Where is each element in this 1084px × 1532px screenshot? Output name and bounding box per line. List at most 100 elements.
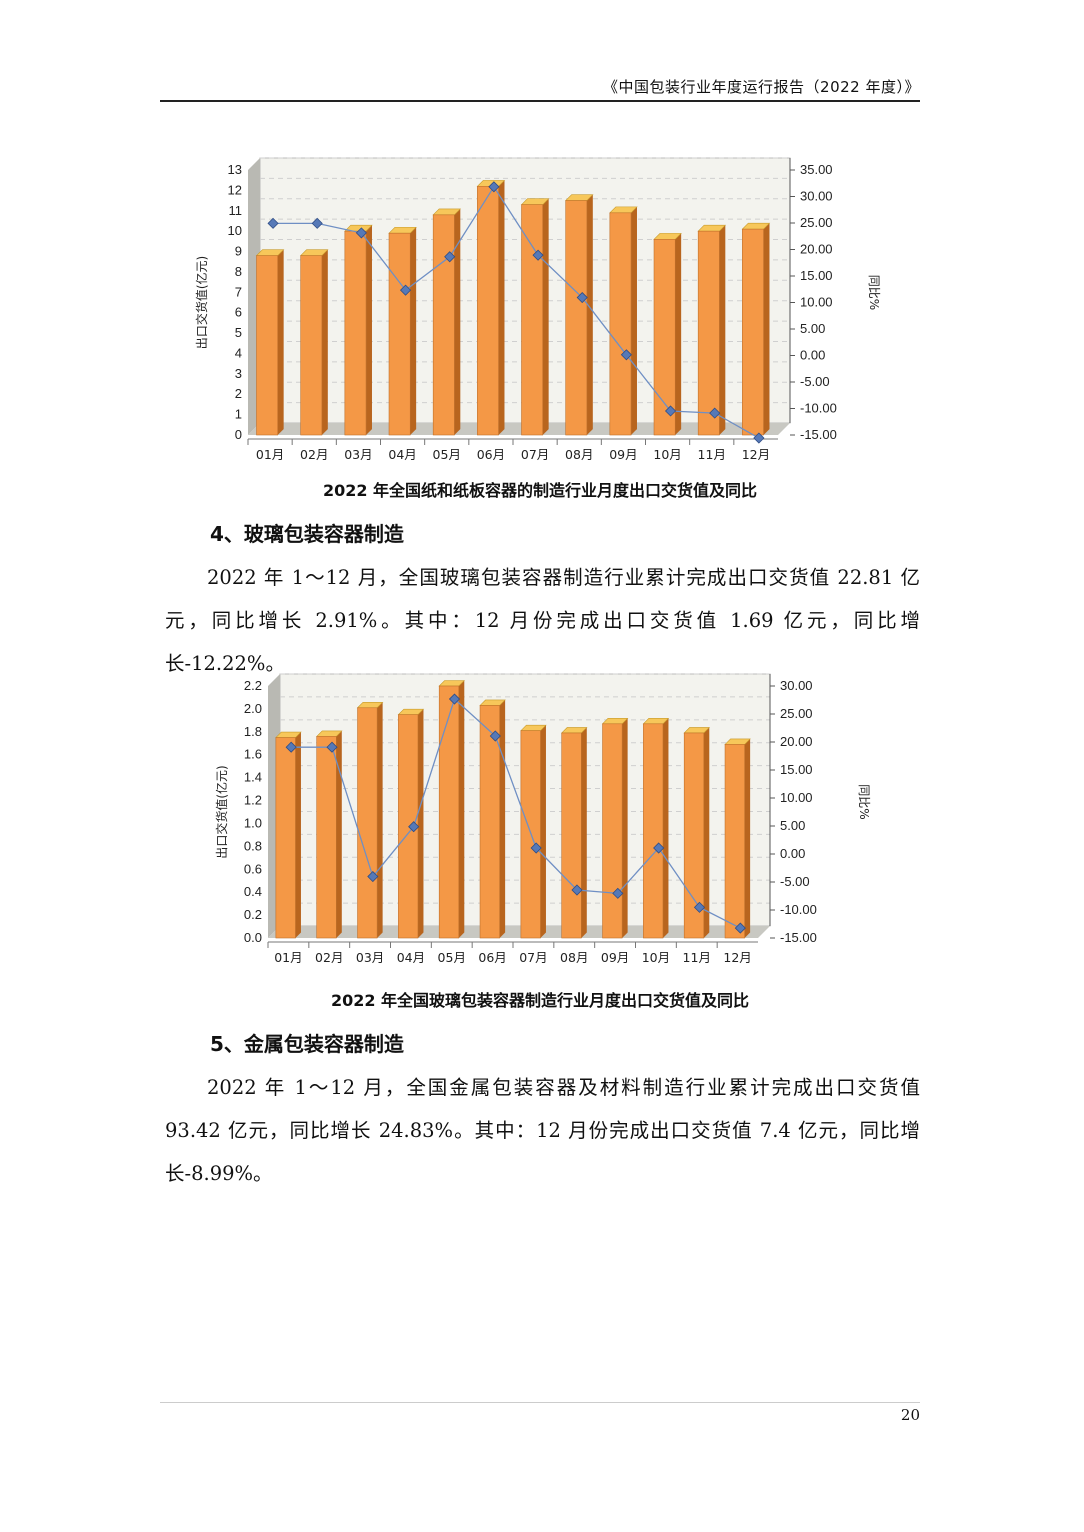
right-tick-label: -15.00	[800, 427, 837, 442]
bar	[653, 239, 676, 436]
yoy-line	[291, 697, 741, 929]
right-tick-label: 0.00	[780, 846, 805, 861]
yoy-line	[273, 185, 760, 439]
bar-side	[410, 227, 417, 435]
bar-side	[454, 208, 461, 435]
footer-rule	[160, 1402, 920, 1403]
left-tick-label: 11	[229, 203, 243, 218]
x-tick-label: 01月	[274, 950, 302, 965]
left-tick-label: 0.6	[244, 861, 262, 876]
x-tick-label: 07月	[521, 447, 549, 462]
yoy-marker	[399, 284, 412, 296]
bar	[357, 707, 378, 939]
bar-side	[622, 718, 628, 938]
x-tick-label: 10月	[653, 447, 681, 462]
x-tick-label: 09月	[609, 447, 637, 462]
right-tick-label: 20.00	[780, 734, 813, 749]
right-tick-label: -10.00	[800, 401, 837, 416]
right-tick-label: 25.00	[800, 215, 833, 230]
left-axis-title: 出口交货值(亿元)	[214, 765, 229, 858]
right-tick-label: 30.00	[780, 678, 813, 693]
right-tick-label: 0.00	[800, 348, 825, 363]
bar-side	[458, 680, 465, 938]
x-tick-label: 02月	[315, 950, 343, 965]
right-tick-label: -10.00	[780, 902, 817, 917]
right-axis-title: 同比%	[867, 275, 881, 310]
bar-side	[498, 180, 505, 435]
yoy-marker	[448, 693, 461, 705]
yoy-marker	[267, 217, 279, 229]
yoy-marker	[653, 842, 665, 854]
x-tick-label: 08月	[565, 447, 593, 462]
section-heading: 5、金属包装容器制造	[210, 1032, 404, 1056]
bar	[438, 685, 460, 939]
x-tick-label: 05月	[433, 447, 461, 462]
left-tick-label: 2.2	[244, 678, 262, 693]
bar	[565, 200, 588, 436]
bar	[316, 736, 337, 939]
right-tick-label: 30.00	[800, 189, 833, 204]
bar-side	[703, 727, 710, 938]
bar-side	[586, 194, 593, 435]
bar	[479, 705, 500, 939]
yoy-marker	[734, 922, 746, 934]
bar-side	[662, 718, 669, 938]
bar	[697, 230, 720, 436]
bar-side	[581, 727, 587, 938]
chart-caption: 2022 年全国玻璃包装容器制造行业月度出口交货值及同比	[330, 991, 750, 1010]
bar	[643, 723, 664, 939]
left-tick-label: 1.2	[244, 793, 262, 808]
right-axis-title: 同比%	[857, 784, 871, 819]
bar-side	[366, 225, 372, 435]
left-tick-label: 12	[228, 182, 242, 197]
x-tick-label: 11月	[683, 950, 711, 965]
section-paragraph: 2022 年 1～12 月，全国玻璃包装容器制造行业累计完成出口交货值 22.8…	[165, 566, 920, 675]
yoy-marker	[576, 291, 588, 304]
yoy-marker	[311, 217, 323, 229]
left-tick-label: 1.6	[244, 747, 262, 762]
x-tick-label: 04月	[397, 950, 425, 965]
yoy-marker	[753, 432, 765, 444]
bar-side	[675, 233, 682, 435]
yoy-marker	[355, 227, 367, 239]
bar	[256, 255, 279, 436]
left-tick-label: 2.0	[244, 701, 262, 716]
right-tick-label: 5.00	[800, 321, 825, 336]
bar	[602, 723, 623, 939]
yoy-marker	[620, 349, 632, 361]
bar-side	[336, 730, 342, 938]
yoy-marker	[664, 405, 677, 417]
x-tick-label: 04月	[388, 447, 416, 462]
right-tick-label: -15.00	[780, 930, 817, 945]
left-tick-label: 1.8	[244, 724, 262, 739]
left-tick-label: 3	[235, 366, 242, 381]
paper-container-export-chart: 0 1 2 3 4 5 6 7 8 9 10 11 12 13 -15.00 -10.00 -5.00 0.00 5…	[180, 150, 881, 470]
bar	[742, 228, 764, 436]
bar	[609, 212, 632, 436]
left-tick-label: 0.4	[244, 884, 262, 899]
left-tick-label: 6	[235, 305, 242, 320]
yoy-marker	[530, 842, 542, 854]
page-header: 《中国包装行业年度运行报告（2022 年度）》	[160, 76, 920, 102]
x-tick-label: 11月	[698, 447, 726, 462]
bar-side	[542, 198, 549, 435]
chart-svg: 0.0 0.2 0.4 0.6 0.8 1.0 1.2 1.4 1.6 1.8 2.0 2.2 -15.…	[214, 673, 871, 965]
left-tick-label: 1.0	[244, 815, 262, 830]
left-tick-label: 10	[228, 223, 242, 238]
section-heading: 4、玻璃包装容器制造	[210, 522, 404, 546]
left-tick-label: 2	[235, 386, 242, 401]
left-tick-label: 4	[235, 345, 242, 360]
left-axis-title: 出口交货值(亿元)	[194, 256, 209, 349]
bar	[300, 255, 323, 436]
yoy-marker	[489, 730, 501, 742]
x-tick-label: 01月	[256, 447, 284, 462]
right-tick-label: 15.00	[780, 762, 813, 777]
right-tick-label: -5.00	[800, 374, 830, 389]
x-tick-label: 10月	[642, 950, 670, 965]
left-tick-label: 5	[235, 325, 242, 340]
bar	[683, 732, 705, 939]
bar-side	[744, 738, 751, 938]
yoy-marker	[367, 870, 379, 883]
left-tick-label: 8	[235, 264, 242, 279]
right-tick-label: -5.00	[780, 874, 810, 889]
